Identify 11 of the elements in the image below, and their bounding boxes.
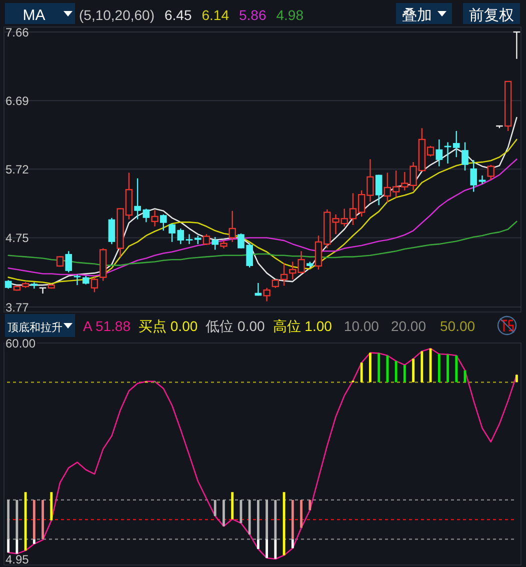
y-tick-label: 7.66 bbox=[6, 25, 30, 40]
y-tick-label: 5.72 bbox=[6, 162, 30, 176]
y-tick-label: 4.75 bbox=[6, 231, 30, 246]
chart-subtitle: (5,10,20,60) bbox=[79, 7, 154, 23]
header: 顶底和拉升 A 51.88 买点 0.00 低位 0.00 高位 1.00 10.00 20.00 50.00 bbox=[5, 314, 517, 337]
chart-title: MA bbox=[22, 7, 46, 24]
chart-title: 顶底和拉升 bbox=[8, 321, 62, 334]
y-tick-label: 3.77 bbox=[6, 300, 30, 314]
y-tick-label: 4.95 bbox=[6, 552, 30, 566]
y-tick-label: 6.69 bbox=[6, 94, 30, 108]
y-tick-label: 60.00 bbox=[6, 336, 36, 350]
